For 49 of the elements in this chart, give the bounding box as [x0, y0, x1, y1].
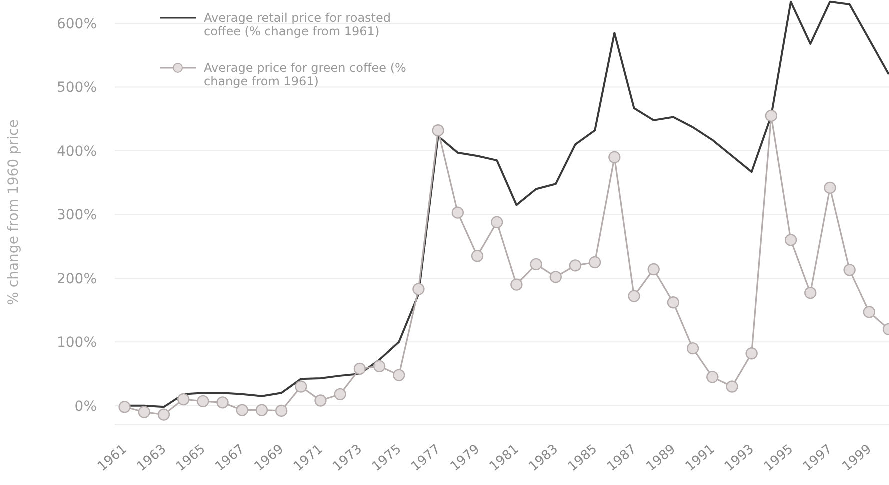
point [726, 380, 738, 393]
point [824, 182, 836, 194]
legend-label: Average retail price for roasted coffee (% change from 1961) [204, 11, 392, 38]
point [314, 394, 327, 407]
y-tick-label: 600% [56, 16, 97, 32]
point [550, 271, 562, 284]
point [510, 278, 523, 291]
point [588, 256, 602, 269]
point [530, 258, 542, 271]
point [628, 290, 640, 302]
point [648, 263, 660, 276]
y-tick-label: 200% [56, 271, 97, 288]
point [784, 234, 798, 246]
point [275, 404, 288, 418]
point [354, 362, 366, 376]
point [177, 393, 190, 406]
point [197, 395, 210, 408]
point [608, 151, 621, 164]
point [334, 388, 346, 401]
point [471, 250, 484, 262]
point [765, 110, 778, 122]
y-axis-title: % change from 1960 price [6, 120, 22, 306]
point [667, 296, 680, 309]
point [863, 306, 876, 318]
point [804, 287, 817, 300]
point [706, 371, 719, 384]
point [138, 406, 150, 418]
point [844, 264, 856, 276]
point [569, 260, 582, 272]
point [216, 396, 229, 409]
y-tick-label: 0% [74, 398, 97, 415]
point [686, 342, 700, 355]
point [236, 404, 248, 416]
y-tick-label: 100% [56, 335, 97, 352]
point [432, 124, 444, 137]
point [393, 369, 406, 382]
point [491, 216, 504, 228]
y-tick-label: 300% [56, 208, 97, 224]
point [412, 283, 425, 296]
y-tick-label: 500% [56, 80, 97, 96]
point [746, 348, 758, 360]
point [373, 360, 386, 372]
legend-label: Average price for green coffee (% change from 1961) [204, 61, 406, 88]
point [295, 380, 308, 393]
point [118, 401, 131, 414]
y-tick-label: 400% [56, 144, 97, 160]
point [452, 206, 464, 219]
point [158, 408, 170, 421]
point [256, 404, 268, 416]
